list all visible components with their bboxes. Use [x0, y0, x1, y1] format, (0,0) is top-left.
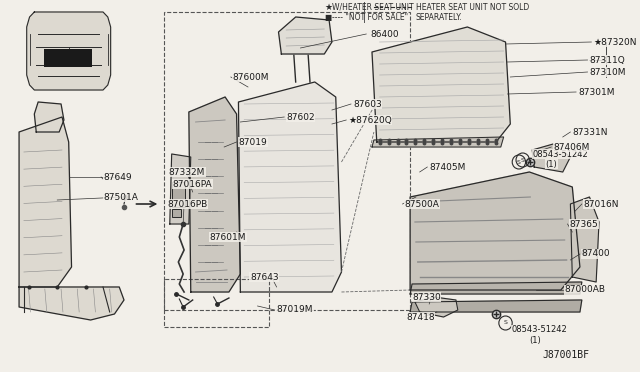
Text: S: S	[517, 160, 521, 164]
Text: 87400: 87400	[582, 250, 611, 259]
Text: W/HEATER SEAT UNIT: W/HEATER SEAT UNIT	[332, 3, 413, 12]
Text: J87001BF: J87001BF	[543, 350, 589, 360]
Polygon shape	[170, 154, 191, 224]
Text: 87600M: 87600M	[233, 73, 269, 81]
Text: S: S	[504, 321, 508, 326]
Text: 87406M: 87406M	[553, 142, 589, 151]
Text: ---- "NOT FOR SALE": ---- "NOT FOR SALE"	[332, 13, 408, 22]
Text: 87332M: 87332M	[169, 167, 205, 176]
Text: 87365: 87365	[570, 219, 598, 228]
Text: 87016PB: 87016PB	[167, 199, 207, 208]
Polygon shape	[410, 282, 582, 294]
Text: 87601M: 87601M	[210, 232, 246, 241]
Polygon shape	[372, 137, 504, 147]
Polygon shape	[189, 97, 241, 292]
Text: 87016N: 87016N	[584, 199, 620, 208]
Text: 87310M: 87310M	[589, 67, 626, 77]
Polygon shape	[570, 197, 599, 282]
Text: 87019M: 87019M	[276, 305, 313, 314]
Text: 87330: 87330	[412, 292, 441, 301]
Polygon shape	[35, 102, 64, 132]
Text: SEPARATELY.: SEPARATELY.	[416, 13, 463, 22]
Text: HEATER SEAT UNIT NOT SOLD: HEATER SEAT UNIT NOT SOLD	[416, 3, 529, 12]
Text: 87649: 87649	[103, 173, 132, 182]
Text: 87000AB: 87000AB	[564, 285, 605, 295]
Text: 87602: 87602	[286, 112, 315, 122]
Bar	[172, 182, 185, 207]
Text: (1): (1)	[545, 160, 557, 169]
Polygon shape	[410, 172, 580, 290]
Bar	[164, 12, 410, 310]
Bar	[164, 279, 269, 327]
Text: 87016PA: 87016PA	[173, 180, 212, 189]
Text: 87501A: 87501A	[103, 192, 138, 202]
Polygon shape	[278, 17, 332, 54]
Text: ★87620Q: ★87620Q	[348, 115, 392, 125]
Text: ★87320N: ★87320N	[593, 38, 637, 46]
Bar	[44, 49, 92, 67]
Polygon shape	[27, 12, 111, 90]
Text: 87500A: 87500A	[404, 199, 439, 208]
Text: 87418: 87418	[406, 312, 435, 321]
Bar	[172, 209, 181, 217]
Text: 87331N: 87331N	[572, 128, 608, 137]
Text: 87311Q: 87311Q	[589, 55, 625, 64]
Text: ■: ■	[324, 13, 332, 22]
Polygon shape	[19, 287, 124, 320]
Polygon shape	[532, 144, 570, 172]
Polygon shape	[239, 82, 342, 292]
Text: 86400: 86400	[370, 29, 399, 38]
Text: 87301M: 87301M	[578, 87, 614, 96]
Text: 08543-51242: 08543-51242	[532, 150, 588, 158]
Text: ★: ★	[324, 3, 332, 12]
Text: 08543-51242: 08543-51242	[511, 326, 567, 334]
Text: 87643: 87643	[250, 273, 278, 282]
Polygon shape	[19, 117, 72, 287]
Text: 87603: 87603	[353, 99, 381, 109]
Polygon shape	[415, 297, 458, 317]
Text: 87019: 87019	[239, 138, 268, 147]
Polygon shape	[372, 27, 510, 142]
Text: (1): (1)	[529, 336, 541, 344]
Text: S: S	[521, 157, 525, 163]
Text: 87405M: 87405M	[429, 163, 465, 171]
Polygon shape	[410, 300, 582, 312]
